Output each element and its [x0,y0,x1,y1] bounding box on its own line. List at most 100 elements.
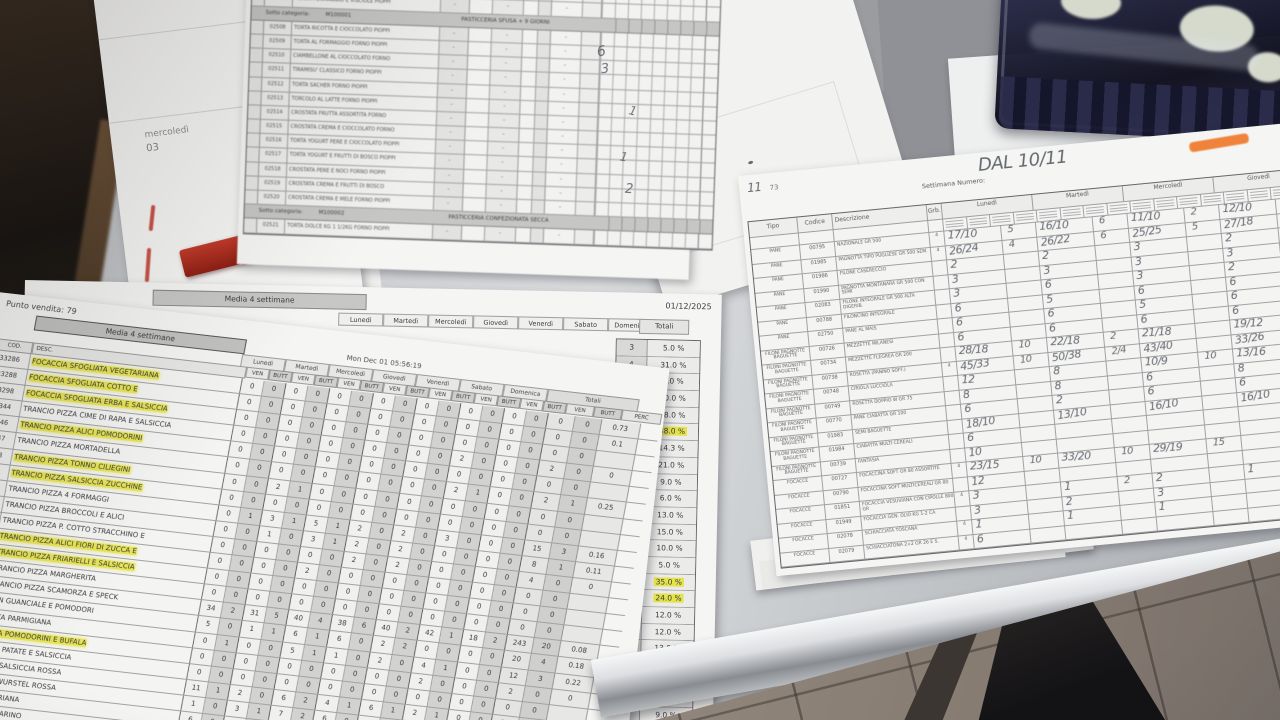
day-value-cell: 0 [496,439,522,458]
day-value-cell: 5 [280,642,306,660]
day-value-cell: 1 [261,623,287,642]
day-value-cell: 1 [433,659,459,677]
cell [521,72,537,86]
handwritten-quantity: 6 [1228,274,1237,288]
day-value-cell: 1 [465,485,491,503]
day-value-cell: 7 [268,705,294,720]
report-period-band: Media 4 settimane [152,289,367,311]
day-value-cell: 0 [321,420,347,438]
day-value-cell: 0 [343,665,368,683]
day-value-cell: 0 [259,396,284,415]
perc-value: 10.0 % [656,543,683,554]
day-value-cell: 1 [282,512,307,531]
item-code: 02511 [262,63,291,78]
cell [464,155,488,170]
column-header: Grb. [926,203,944,220]
handwritten-quantity: 6 [955,315,963,329]
day-value-cell: 0 [494,569,520,587]
perc-value: 13.0 % [657,510,684,520]
cell [516,199,533,214]
day-value-cell: 0 [213,521,239,539]
grb-cell [943,375,960,391]
day-value-cell: 0 [394,509,420,527]
cell [535,86,550,101]
day-value-cell: 0 [518,442,544,460]
day-value-cell: 2 [483,632,508,651]
day-value-cell: 0 [455,419,481,437]
grb-cell [932,260,949,276]
handwritten-quantity: 3 [973,502,982,517]
item-code: 033298 [0,381,26,401]
day-value-cell: 11 [184,679,209,698]
day-value-cell: 5 [304,515,329,533]
handwritten-quantity: 1 [1066,508,1074,522]
day-value-cell: 0 [248,573,274,592]
day-value-cell: 0 [349,390,375,409]
day-value-cell: 0 [333,599,358,617]
day-value-cell: 0 [486,616,511,635]
total-butt-cell: 0 [564,463,594,482]
day-value-cell: 0 [315,451,341,470]
handwritten-quantity: 3 [972,488,980,502]
item-code: 02510 [262,48,292,64]
day-value-cell: 0 [240,378,265,396]
day-value-cell: 0 [468,469,494,487]
perc-value-cell: 10.0 % [643,540,696,558]
day-value-cell: 0 [476,550,501,569]
cell [577,159,597,174]
handwritten-quantity: 33/20 [1061,449,1092,464]
handwritten-quantity: 6 [963,401,972,416]
day-value-cell: 0 [212,650,237,668]
handwritten-quantity: 8 [1053,378,1062,393]
day-value-cell: 31 [242,605,268,623]
handwritten-quantity: 10 [1019,352,1033,366]
day-value-cell: 0 [478,535,504,553]
day-value-cell: 0 [499,424,525,442]
butt-value: 3 [616,339,648,356]
day-value-cell: 0 [474,437,500,455]
day-value-cell: 2 [220,602,246,621]
day-value-cell: 0 [328,501,354,520]
day-value-cell: 0 [521,426,546,444]
perc-value: 0.18 [567,661,585,672]
total-ven-cell: 0 [534,476,565,495]
week-number-label: Settimana Numero: [921,176,986,191]
cell: – [491,42,523,57]
handwritten-quantity: 5 [1138,297,1147,312]
day-value-cell: 0 [318,435,344,454]
day-value-cell: 0 [254,541,280,560]
cell [536,58,551,73]
day-value-cell: 0 [250,444,275,462]
item-code: 02517 [259,148,288,163]
cell [535,101,549,115]
day-value-cell: 0 [338,567,364,586]
day-value-cell: 0 [291,465,316,483]
handwritten-quantity: 3 [1156,485,1165,499]
total-butt-cell: 0 [534,622,565,641]
perc-value-cell: 5.0 % [647,340,700,357]
page-number: 73 [769,183,779,193]
day-value-cell: 0 [404,575,430,593]
day-value-cell: 0 [371,393,396,411]
subcategory-label: Sotto categoria: [258,207,303,216]
day-value-cell: 0 [477,421,503,439]
cell: – [484,227,517,242]
planner-slot: mercoledì 03 [144,125,191,154]
handwritten-quantity: 6 [1230,288,1238,303]
cell: – [488,113,521,128]
day-value-cell: 0 [249,687,275,705]
cell: – [487,141,520,157]
handwritten-count: 3 [600,61,611,78]
handwritten-quantity: 12 [970,473,986,488]
cell: – [487,156,519,171]
total-ven-cell: 2 [531,492,562,511]
cell [520,86,537,101]
highlighted-perc-value: 35.0 % [653,576,685,587]
day-value-cell: 0 [359,456,385,475]
cell: – [550,44,582,60]
handwritten-quantity: 11/10 [1130,209,1161,225]
handwritten-quantity: 6 [956,329,965,344]
cell: – [486,184,518,199]
perc-value: 0 [587,582,594,592]
day-value-cell: 0 [296,676,322,694]
